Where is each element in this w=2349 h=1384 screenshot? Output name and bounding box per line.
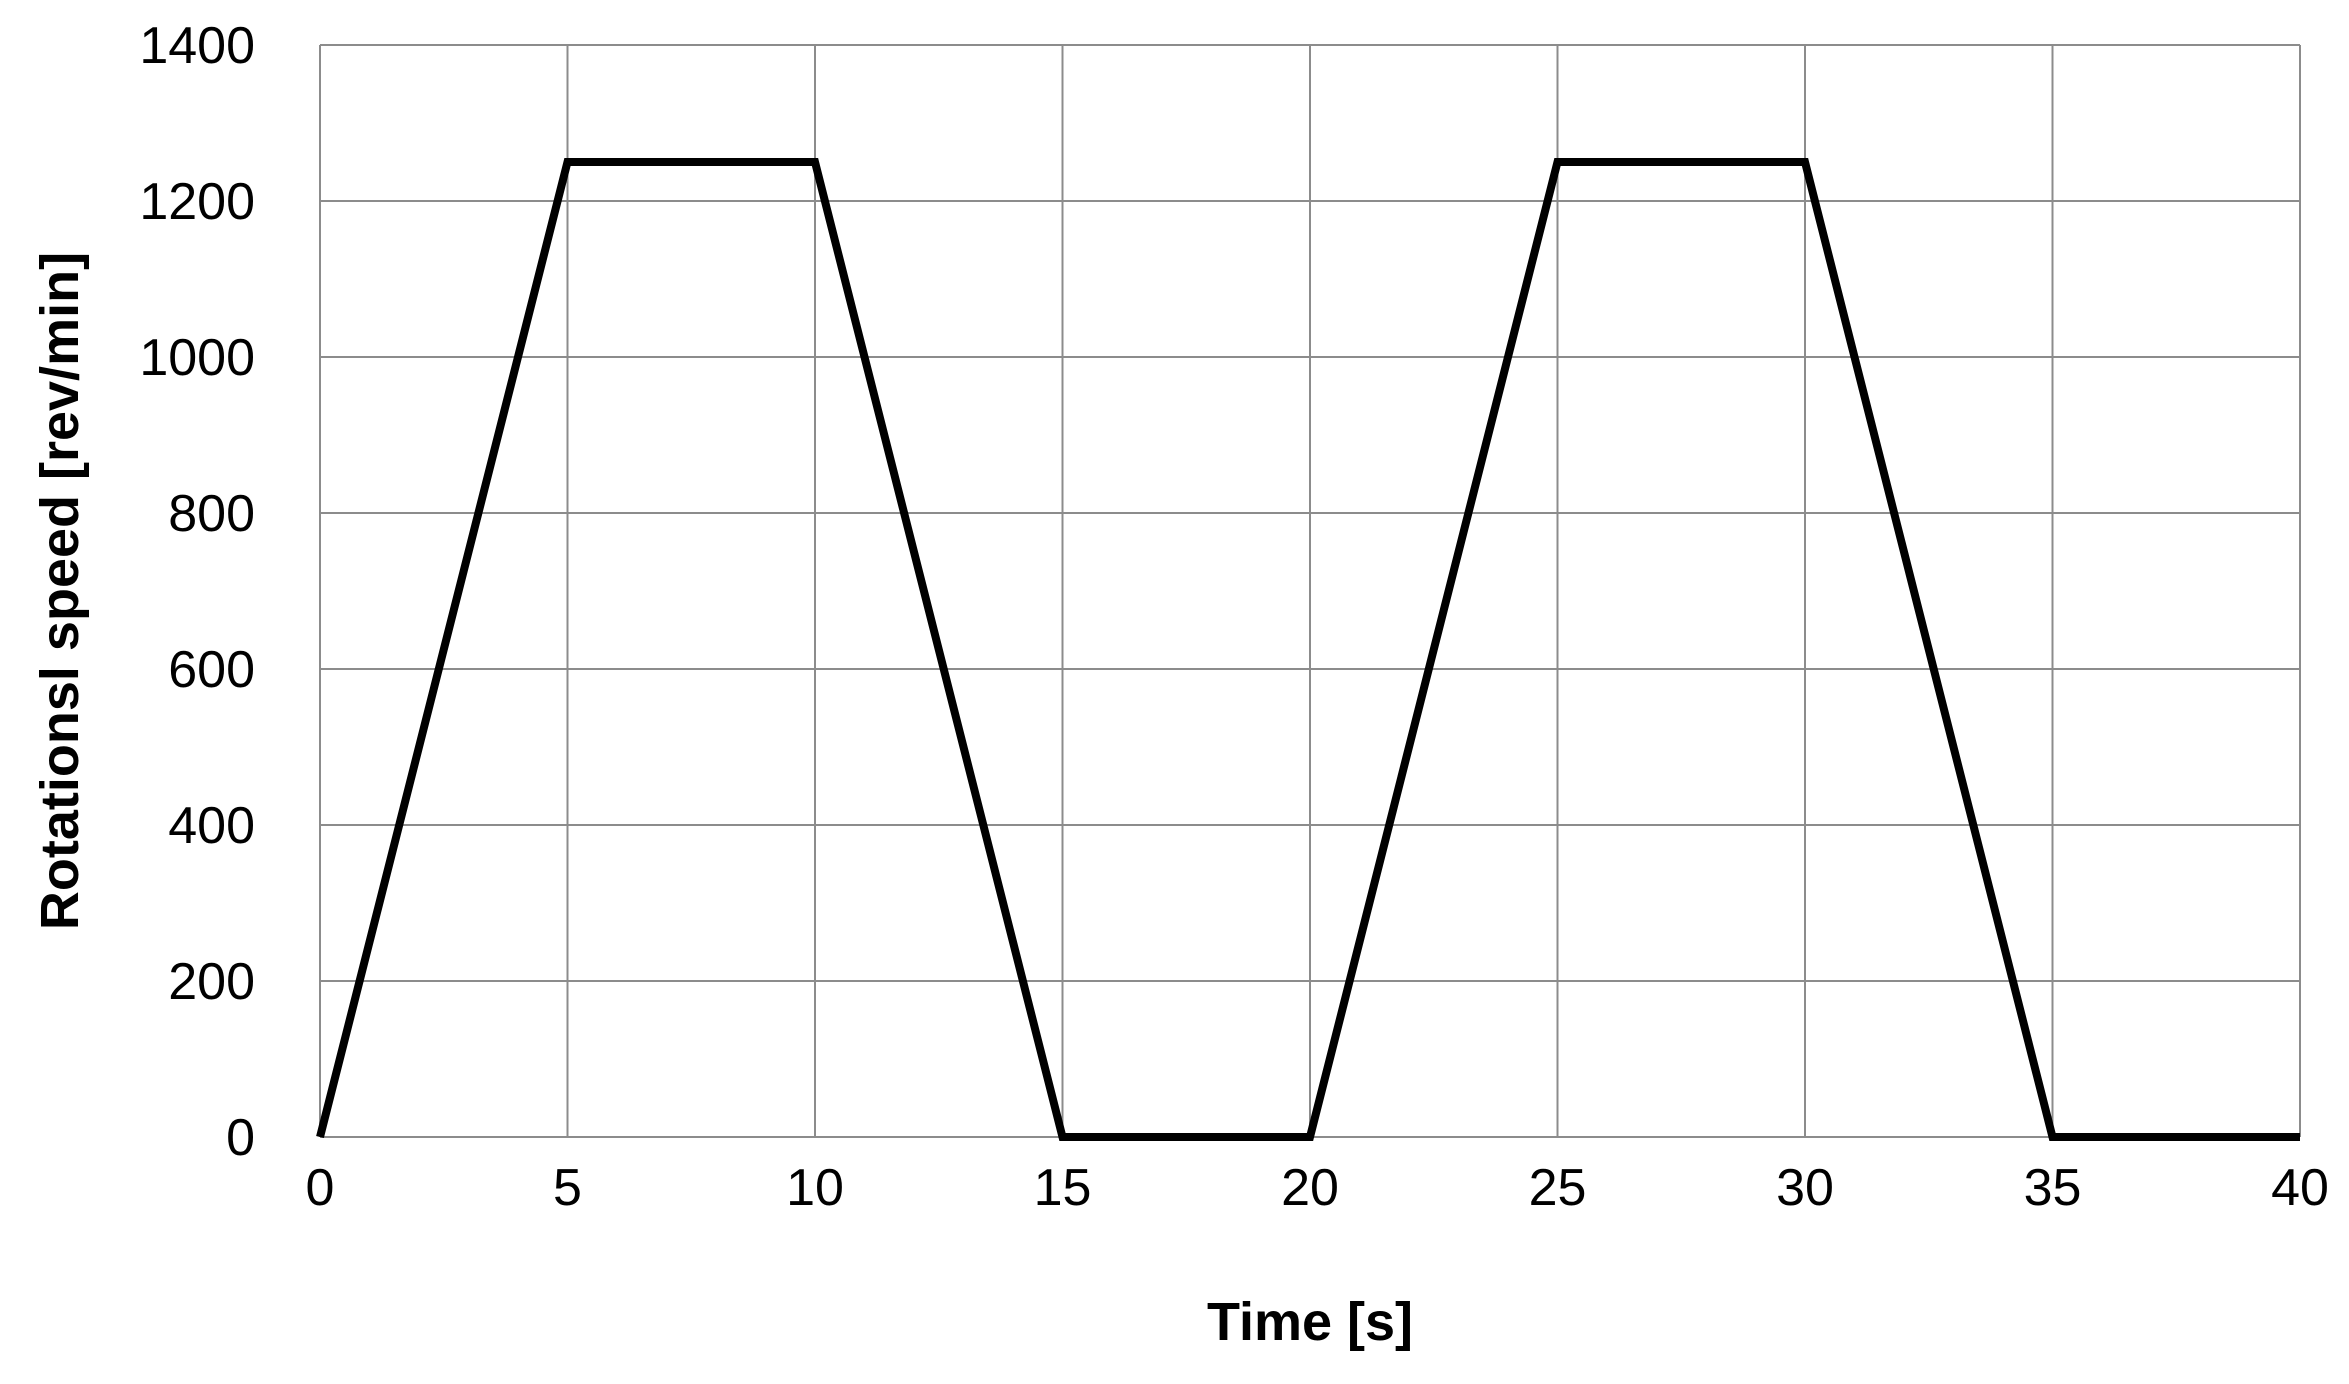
x-axis-tick-labels: 0 5 10 15 20 25 30 35 40 xyxy=(306,1159,2329,1217)
y-axis-title: Rotationsl speed [rev/min] xyxy=(30,252,90,930)
y-tick-label: 1000 xyxy=(139,329,255,387)
x-tick-label: 20 xyxy=(1281,1159,1339,1217)
y-tick-label: 1400 xyxy=(139,17,255,75)
grid-lines xyxy=(319,44,2301,1138)
y-tick-label: 400 xyxy=(168,797,255,855)
x-tick-label: 5 xyxy=(553,1159,582,1217)
x-tick-label: 15 xyxy=(1034,1159,1092,1217)
x-axis-title: Time [s] xyxy=(1207,1292,1413,1352)
y-tick-label: 800 xyxy=(168,485,255,543)
x-tick-label: 35 xyxy=(2024,1159,2082,1217)
y-axis-tick-labels: 0 200 400 600 800 1000 1200 1400 xyxy=(139,17,255,1167)
x-tick-label: 10 xyxy=(786,1159,844,1217)
y-tick-label: 600 xyxy=(168,641,255,699)
series-line xyxy=(316,158,2300,1141)
x-tick-label: 40 xyxy=(2271,1159,2329,1217)
y-tick-label: 200 xyxy=(168,953,255,1011)
y-tick-label: 1200 xyxy=(139,173,255,231)
x-tick-label: 0 xyxy=(306,1159,335,1217)
x-tick-label: 25 xyxy=(1529,1159,1587,1217)
series-layer xyxy=(316,158,2300,1141)
x-tick-label: 30 xyxy=(1776,1159,1834,1217)
y-tick-label: 0 xyxy=(226,1109,255,1167)
